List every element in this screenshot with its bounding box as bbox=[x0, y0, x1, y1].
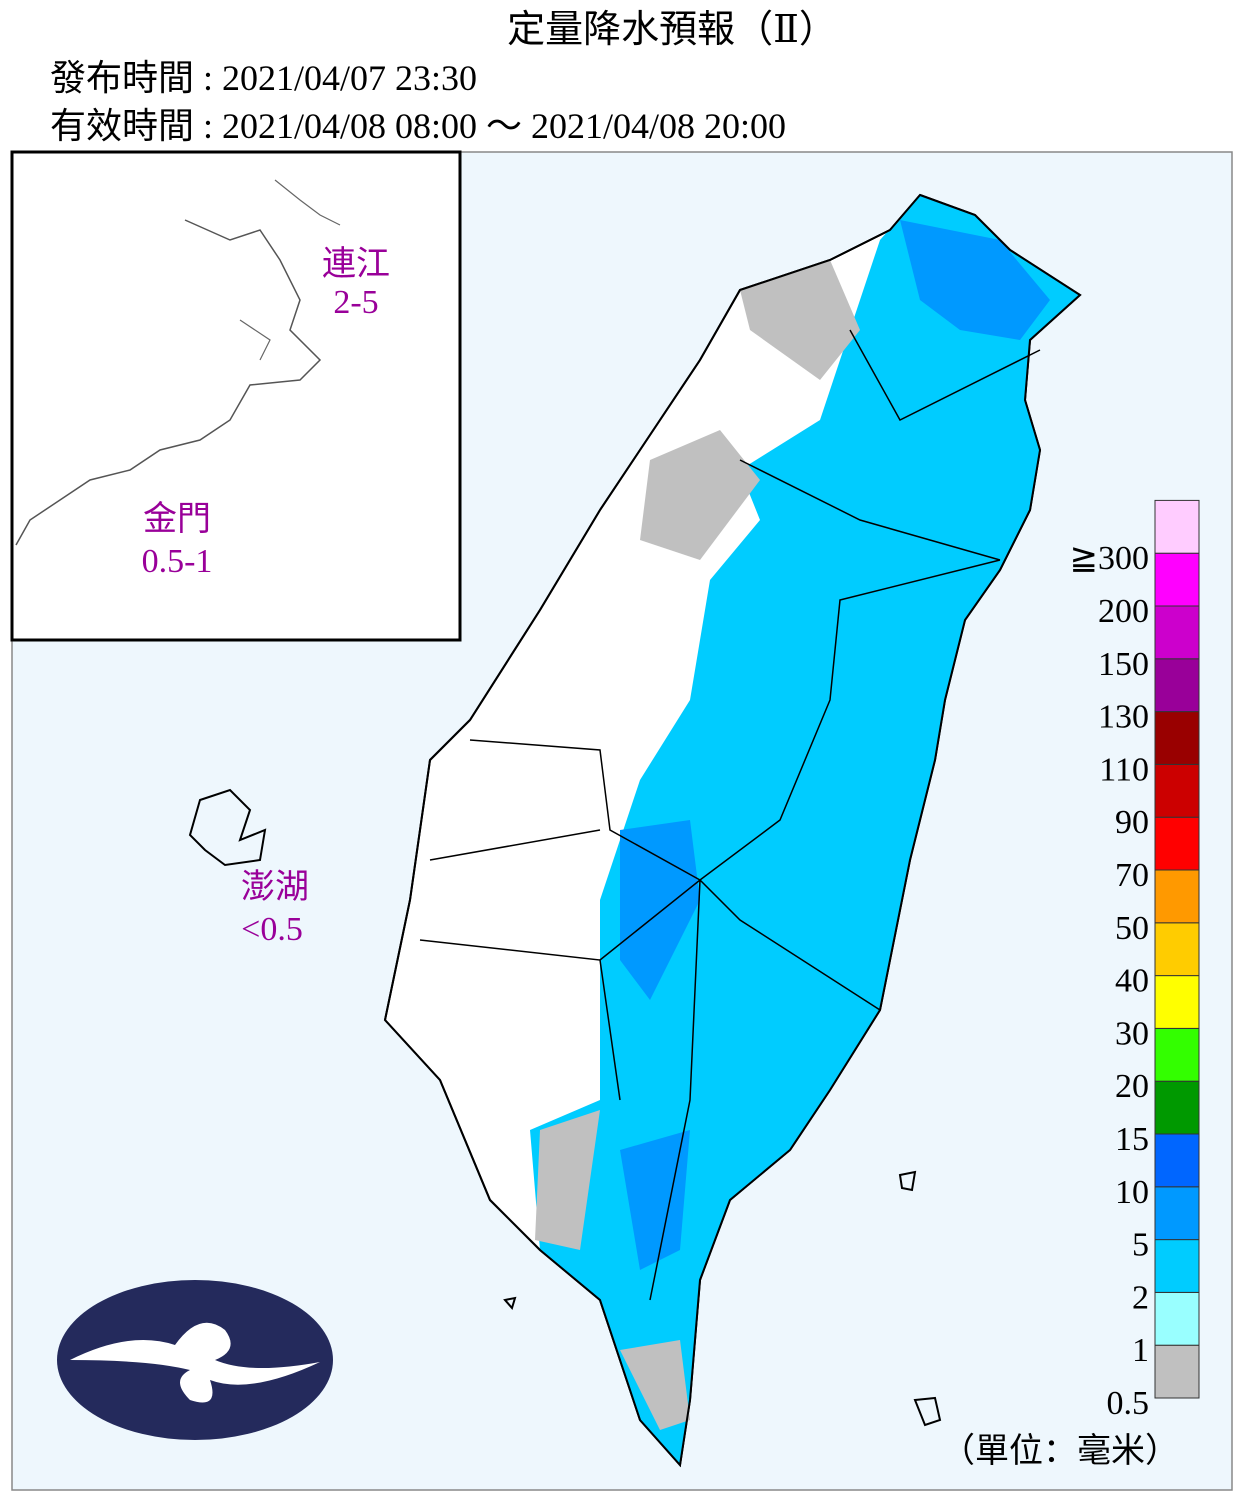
legend-label: 20 bbox=[1115, 1068, 1149, 1105]
valid-time: 有效時間 : 2021/04/08 08:00 ～ 2021/04/08 20:… bbox=[50, 106, 786, 146]
legend-label: 110 bbox=[1099, 751, 1149, 788]
legend-swatch bbox=[1154, 711, 1200, 765]
legend-label: 0.5 bbox=[1107, 1385, 1150, 1422]
rain-area-heavy bbox=[620, 220, 1050, 1270]
legend-label: 1 bbox=[1132, 1332, 1149, 1369]
legend-label: 2 bbox=[1132, 1279, 1149, 1316]
inset-coast bbox=[15, 219, 322, 546]
legend-swatch bbox=[1154, 816, 1200, 871]
legend-swatch bbox=[1154, 552, 1200, 607]
island-amount: 2-5 bbox=[333, 284, 378, 321]
island-name: 澎湖 bbox=[241, 868, 309, 906]
legend: 0.5 1 2 5 10 15 20 30 40 50 70 90 110 130 150 200 ≧300 bbox=[1070, 499, 1200, 1422]
issue-time: 發布時間 : 2021/04/07 23:30 bbox=[50, 58, 477, 98]
island-amount: <0.5 bbox=[241, 911, 303, 948]
legend-swatch bbox=[1154, 1186, 1200, 1241]
legend-swatch bbox=[1154, 1080, 1200, 1135]
legend-label: 40 bbox=[1115, 963, 1149, 1000]
legend-swatch bbox=[1154, 605, 1200, 660]
legend-swatch bbox=[1154, 658, 1200, 713]
island-name: 連江 bbox=[322, 245, 390, 283]
legend-swatch bbox=[1154, 869, 1200, 924]
legend-swatch bbox=[1154, 975, 1200, 1029]
legend-swatch bbox=[1154, 1133, 1200, 1188]
inset-frame bbox=[10, 150, 462, 642]
legend-swatch bbox=[1154, 1027, 1200, 1082]
legend-label: 90 bbox=[1115, 804, 1149, 841]
legend-label: 70 bbox=[1115, 857, 1149, 894]
title: 定量降水預報（Ⅱ） bbox=[507, 9, 837, 51]
legend-swatch bbox=[1154, 499, 1200, 554]
legend-swatch bbox=[1154, 1291, 1200, 1346]
legend-swatch bbox=[1154, 1344, 1200, 1399]
legend-swatch bbox=[1154, 922, 1200, 977]
taiwan-border bbox=[383, 193, 1082, 1468]
legend-label: 15 bbox=[1115, 1121, 1149, 1158]
county-border bbox=[419, 329, 1041, 1301]
legend-label: ≧300 bbox=[1070, 540, 1150, 577]
legend-label: 200 bbox=[1098, 593, 1149, 630]
unit-label: （單位：毫米） bbox=[941, 1432, 1179, 1470]
legend-swatch bbox=[1154, 1239, 1200, 1293]
legend-swatch bbox=[1154, 763, 1200, 818]
legend-label: 30 bbox=[1115, 1015, 1149, 1052]
legend-label: 5 bbox=[1132, 1227, 1149, 1264]
legend-label: 130 bbox=[1098, 699, 1149, 736]
inset-coast bbox=[239, 179, 341, 361]
legend-label: 150 bbox=[1098, 646, 1149, 683]
legend-label: 10 bbox=[1115, 1174, 1149, 1211]
penghu-outline bbox=[188, 788, 267, 867]
island-amount: 0.5-1 bbox=[142, 543, 213, 580]
island-name: 金門 bbox=[143, 500, 211, 538]
legend-label: 50 bbox=[1115, 910, 1149, 947]
rain-area-light bbox=[535, 260, 860, 1430]
islet-outline bbox=[503, 1170, 942, 1427]
logo-swirl bbox=[70, 1322, 320, 1403]
